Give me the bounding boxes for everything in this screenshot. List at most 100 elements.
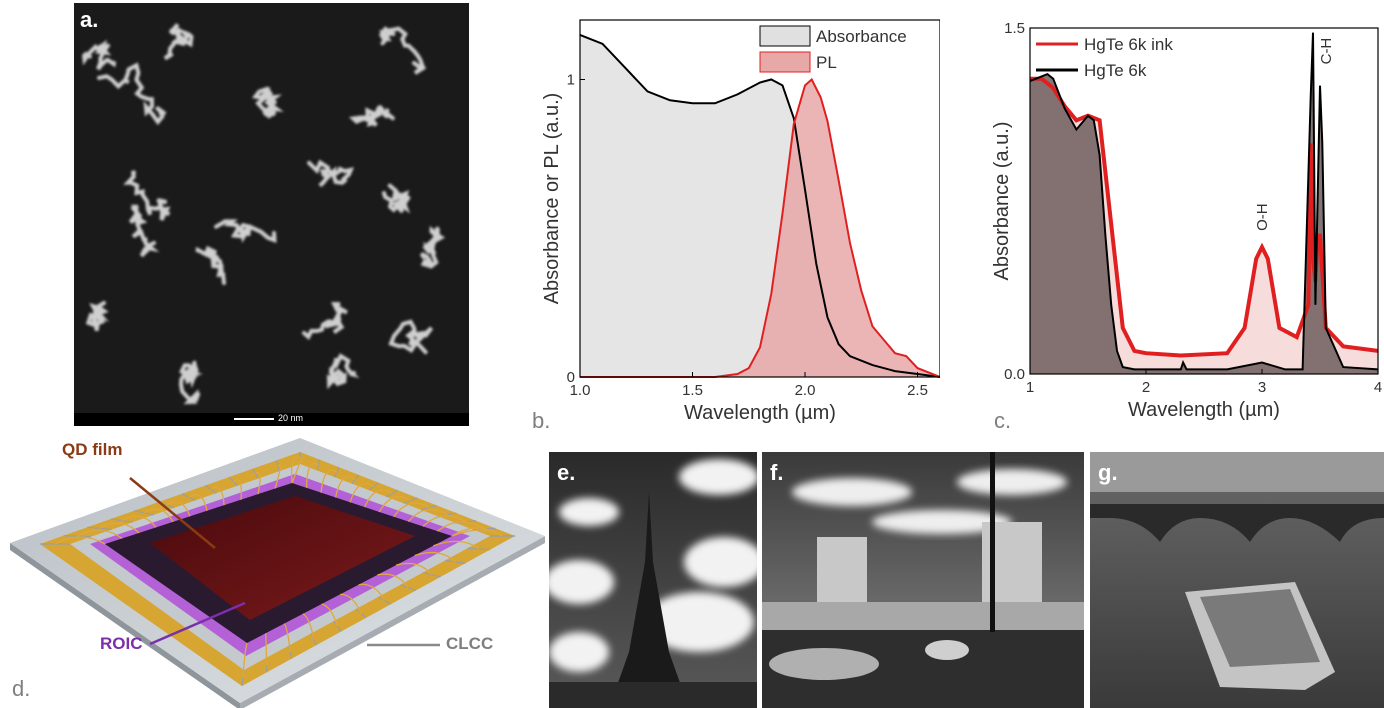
panel-letter-e: e. — [557, 460, 576, 485]
x-tick-label: 3 — [1258, 379, 1266, 396]
wire-bond — [378, 496, 411, 513]
photo-e: e. — [549, 452, 757, 708]
wire-bond — [291, 456, 301, 484]
wire-bond — [143, 508, 174, 523]
x-axis-label: Wavelength (µm) — [684, 402, 836, 424]
wire-bond — [358, 583, 386, 601]
nanocrystal-cluster — [163, 23, 194, 61]
eiffel-tower — [609, 492, 689, 708]
scooter — [925, 640, 969, 660]
nanocrystal-cluster — [419, 225, 446, 269]
pad-separator — [310, 633, 317, 646]
panel-letter-f: f. — [770, 460, 784, 485]
y-tick-label: 0.0 — [1004, 366, 1025, 383]
annotation-oh: O-H — [1254, 203, 1271, 231]
wire-bond — [340, 593, 362, 614]
wire-bond — [433, 540, 480, 550]
series-line-1 — [1029, 32, 1379, 371]
nanocrystal-cluster — [348, 104, 395, 127]
wire-bond — [321, 603, 338, 627]
wire-bond — [210, 486, 225, 506]
nanocrystal-cluster — [251, 86, 284, 119]
wire-bond — [302, 613, 315, 640]
photo-e-image — [549, 452, 757, 708]
legend-swatch-0 — [759, 25, 811, 47]
nanocrystal-cluster — [326, 353, 360, 390]
panel-letter-d: d. — [12, 676, 31, 701]
plot-frame — [1029, 27, 1379, 375]
series-area-1 — [580, 79, 940, 377]
pad-separator — [351, 474, 360, 485]
device-schematic — [10, 438, 545, 708]
photo-g-image — [1090, 452, 1384, 708]
scalebar-label: 20 nm — [278, 413, 304, 423]
nanocrystal-cluster — [178, 360, 203, 405]
wire-bond — [121, 515, 157, 528]
clcc-label: CLCC — [446, 634, 494, 653]
nanocrystal-cluster — [123, 170, 171, 221]
wire-bond — [54, 536, 106, 545]
pad-separator — [181, 493, 196, 501]
panel-letter-c: c. — [994, 408, 1012, 433]
y-axis-label: Absorbance or PL (a.u.) — [541, 93, 563, 305]
nanocrystal-cluster — [128, 204, 160, 258]
roic-callout-line — [149, 601, 246, 646]
panel-letter-g: g. — [1098, 460, 1118, 485]
wire-bond — [264, 633, 268, 666]
photo-g: g. — [1090, 452, 1384, 708]
y-tick-label: 1.5 — [1004, 20, 1025, 37]
roic-label: ROIC — [100, 634, 143, 653]
wire-bond — [422, 515, 467, 527]
tem-image — [74, 3, 469, 413]
wire-bond — [320, 469, 338, 493]
pad-separator — [422, 571, 441, 578]
panel-letter-b: b. — [532, 408, 551, 433]
legend-label-1: PL — [816, 53, 837, 72]
y-tick-label: 0 — [567, 369, 575, 386]
wire-bond — [395, 562, 433, 576]
wire-bond — [232, 479, 242, 500]
wire-bond — [188, 493, 208, 511]
nanocrystal-cluster — [307, 159, 355, 188]
nanocrystal-cluster — [302, 302, 348, 340]
pad-separator — [420, 504, 437, 511]
wire-bond — [166, 501, 191, 517]
pad-separator — [87, 526, 112, 531]
wire-bond — [99, 522, 140, 534]
pad-separator — [134, 509, 154, 516]
wire-bond — [291, 456, 302, 484]
series-area-0 — [580, 34, 940, 378]
y-tick-label: 1 — [567, 72, 575, 89]
plot-frame — [579, 19, 940, 378]
pad-separator — [368, 482, 379, 491]
pad-separator — [205, 484, 217, 494]
x-tick-label: 1 — [1026, 379, 1034, 396]
wire-bond — [283, 623, 291, 653]
car — [769, 648, 879, 680]
wire-bond — [255, 471, 261, 495]
lamp-post — [990, 452, 995, 632]
panel-a: a. 20 nm — [74, 3, 469, 426]
chart-b: 1.0 1.5 2.0 2.5 0 1 Wavelength (µm) Absorbance … — [541, 19, 940, 424]
wire-bond — [393, 502, 430, 518]
panel-letter-a: a. — [80, 7, 99, 32]
wire-bond — [364, 489, 393, 508]
pad-separator — [334, 467, 340, 478]
nanocrystal-cluster — [195, 245, 226, 285]
x-tick-label: 1.5 — [682, 382, 703, 399]
pad-separator — [63, 535, 91, 538]
wire-bond — [451, 529, 503, 537]
nanocrystal-cluster — [382, 183, 411, 214]
nanocrystal-cluster — [97, 62, 166, 126]
nanocrystal-cluster — [214, 219, 277, 244]
legend-label-1: HgTe 6k — [1084, 61, 1147, 80]
pad-separator — [110, 518, 133, 523]
legend-label-0: Absorbance — [816, 27, 907, 46]
x-tick-label: 1.0 — [570, 382, 591, 399]
x-tick-label: 2.5 — [907, 382, 928, 399]
wire-bond — [76, 529, 123, 539]
nanocrystal-cluster — [378, 26, 427, 75]
clcc-side — [10, 543, 240, 708]
legend-label-0: HgTe 6k ink — [1084, 35, 1173, 54]
series-line-0 — [579, 33, 940, 378]
